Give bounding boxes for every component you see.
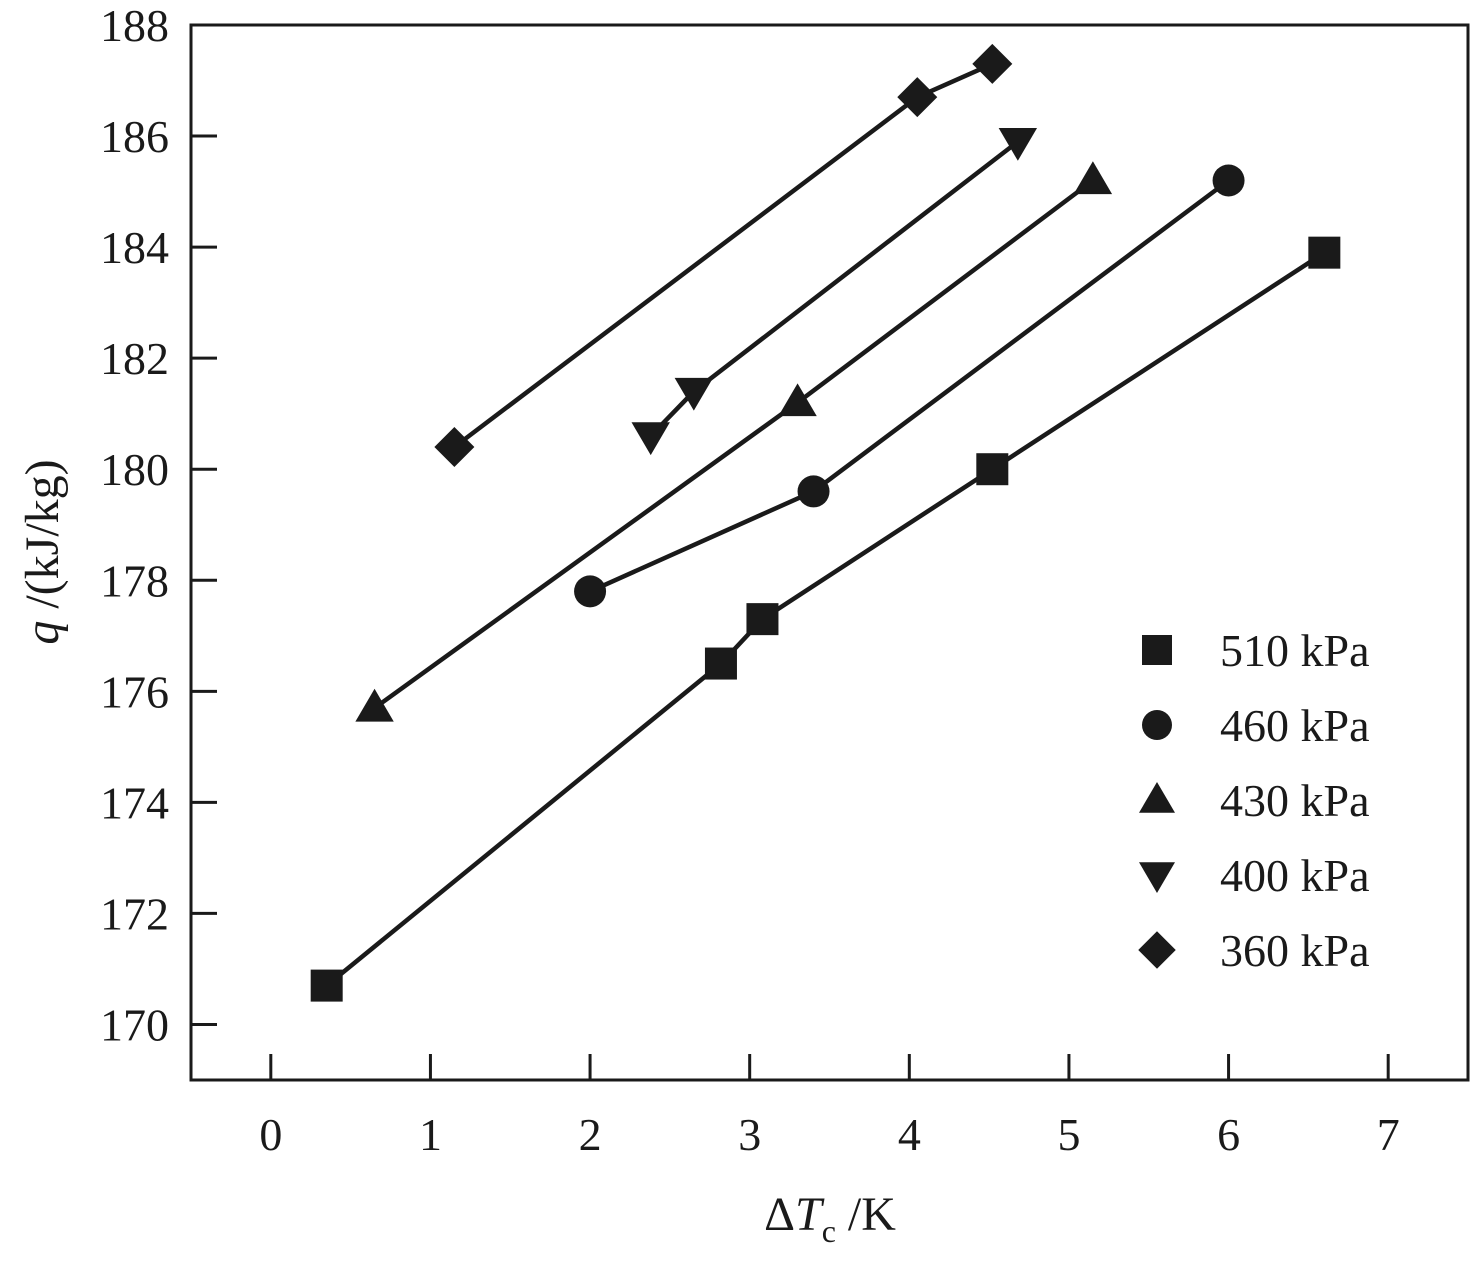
y-axis-title-var: q xyxy=(16,621,69,645)
legend-marker xyxy=(1139,782,1175,813)
y-tick-label: 180 xyxy=(100,444,169,495)
series-line-4 xyxy=(453,61,994,449)
data-point-4 xyxy=(897,77,938,118)
series-line-3 xyxy=(649,139,1020,438)
y-tick-label: 184 xyxy=(100,222,169,273)
y-axis-title: q /(kJ/kg) xyxy=(16,459,69,644)
data-point-0 xyxy=(1308,236,1341,269)
legend: 510 kPa 460 kPa 430 kPa 400 kPa 360 kPa xyxy=(1138,625,1370,976)
data-point-0 xyxy=(976,453,1009,486)
legend-label: 510 kPa xyxy=(1220,625,1370,676)
legend-marker xyxy=(1139,862,1175,893)
data-point-1 xyxy=(1212,164,1245,197)
y-tick-label: 170 xyxy=(100,999,169,1050)
legend-label: 400 kPa xyxy=(1220,850,1370,901)
y-tick-label: 182 xyxy=(100,333,169,384)
x-tick-label: 5 xyxy=(1057,1109,1080,1160)
y-tick-label: 178 xyxy=(100,555,169,606)
series-lines xyxy=(325,61,1326,988)
data-point-2 xyxy=(1073,161,1113,195)
x-tick-label: 4 xyxy=(898,1109,921,1160)
data-point-0 xyxy=(746,603,779,636)
x-tick-label: 2 xyxy=(579,1109,602,1160)
x-tick-label: 7 xyxy=(1377,1109,1400,1160)
y-tick-label: 172 xyxy=(100,888,169,939)
legend-label: 460 kPa xyxy=(1220,700,1370,751)
data-point-3 xyxy=(674,377,714,411)
data-point-1 xyxy=(797,475,830,508)
x-axis-title-unit: /K xyxy=(836,1188,896,1241)
data-point-4 xyxy=(972,43,1013,84)
y-tick-label: 176 xyxy=(100,666,169,717)
x-tick-label: 1 xyxy=(419,1109,442,1160)
y-axis-title-unit: /(kJ/kg) xyxy=(16,459,69,620)
data-point-3 xyxy=(998,128,1038,161)
series-markers xyxy=(310,43,1341,1002)
legend-marker xyxy=(1142,635,1172,665)
x-tick-label: 6 xyxy=(1217,1109,1240,1160)
x-axis-title: ΔTc /K xyxy=(764,1188,896,1249)
data-point-2 xyxy=(355,688,394,722)
y-tick-label: 186 xyxy=(100,111,169,162)
x-tick-label: 3 xyxy=(738,1109,761,1160)
data-point-1 xyxy=(574,575,607,608)
ticks-layer: 0 1 2 3 4 5 6 7 170 172 174 176 178 180 182 184 186 188 xyxy=(100,0,1400,1160)
legend-label: 430 kPa xyxy=(1220,775,1370,826)
x-tick-label: 0 xyxy=(259,1109,282,1160)
series-line-2 xyxy=(373,178,1095,710)
legend-marker xyxy=(1142,710,1172,740)
x-axis-title-var: T xyxy=(795,1188,825,1241)
x-axis-title-delta: Δ xyxy=(764,1188,795,1241)
x-axis-title-sub: c xyxy=(822,1213,836,1249)
data-point-3 xyxy=(631,422,670,456)
series-line-0 xyxy=(325,250,1326,988)
y-tick-label: 174 xyxy=(100,777,169,828)
data-point-2 xyxy=(778,383,817,417)
legend-label: 360 kPa xyxy=(1220,925,1370,976)
y-tick-label: 188 xyxy=(100,0,169,51)
data-point-4 xyxy=(434,427,475,467)
plot-frame xyxy=(189,23,1470,1082)
data-point-0 xyxy=(310,969,343,1002)
legend-marker xyxy=(1138,931,1176,969)
data-point-0 xyxy=(704,647,737,680)
